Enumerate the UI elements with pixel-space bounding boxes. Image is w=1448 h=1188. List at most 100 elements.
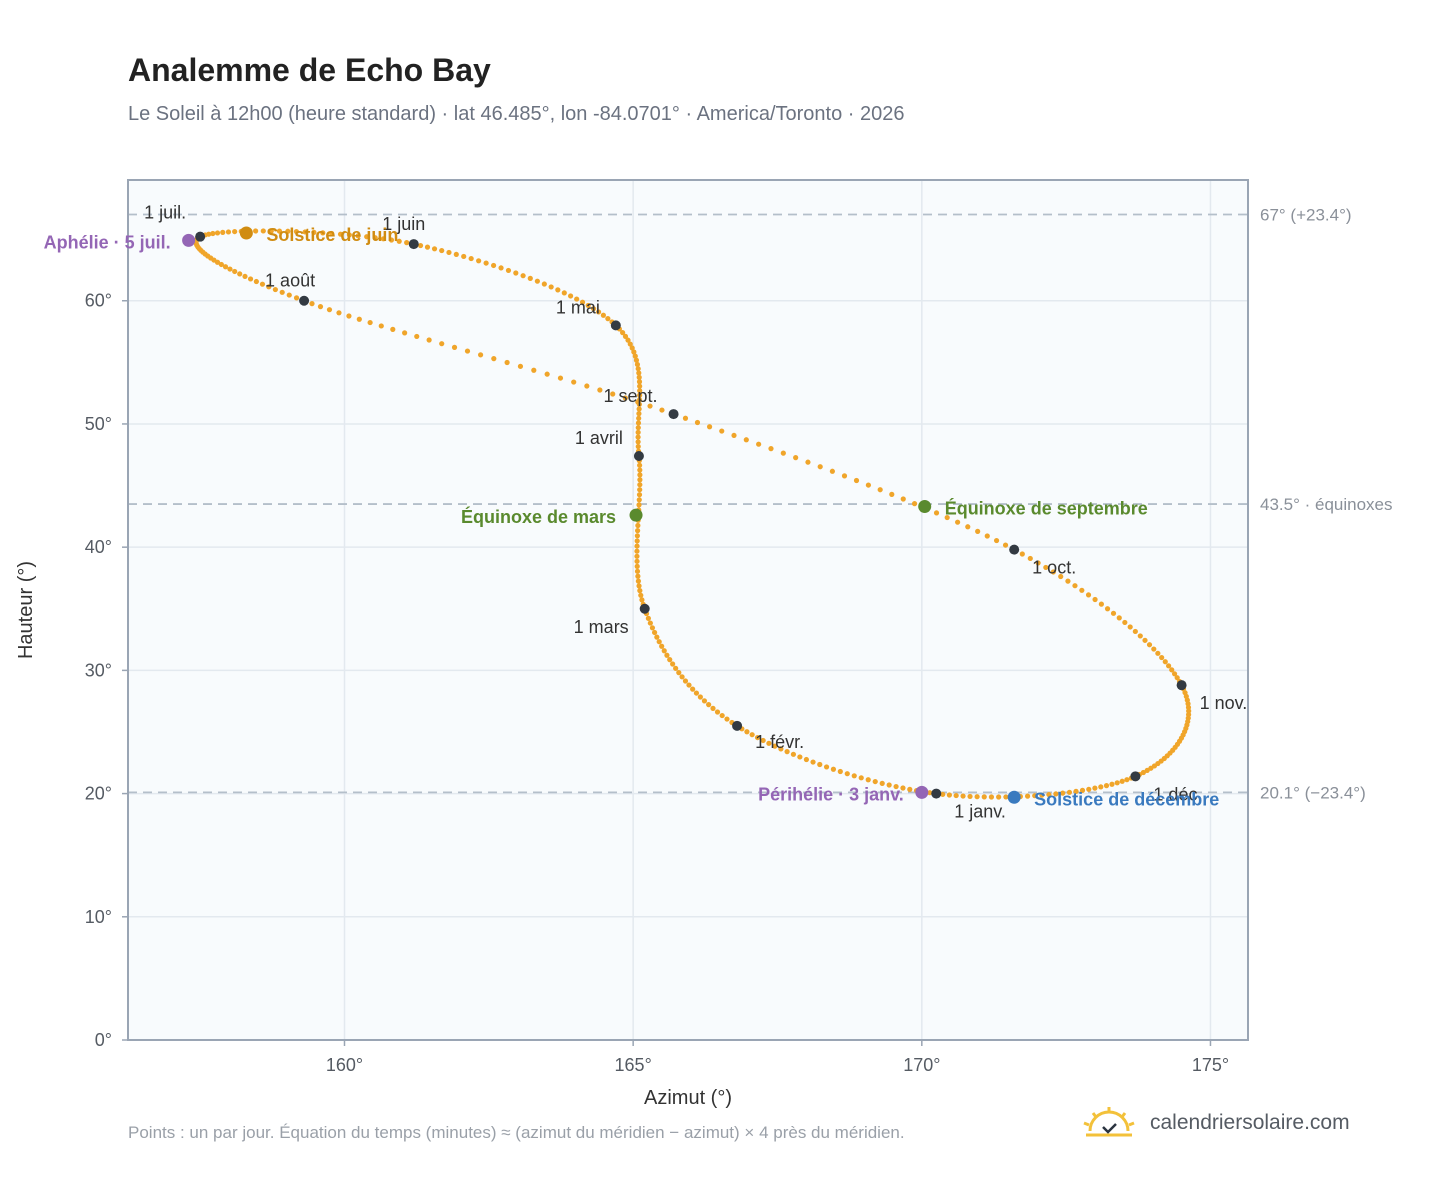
- daily-point: [276, 228, 283, 234]
- daily-point: [218, 261, 224, 268]
- daily-point: [743, 437, 749, 443]
- daily-point: [719, 712, 725, 719]
- daily-point: [1144, 767, 1150, 774]
- daily-point: [544, 371, 550, 377]
- daily-point: [1098, 601, 1104, 607]
- month-marker: [299, 295, 310, 306]
- month-label: 1 nov.: [1200, 693, 1248, 713]
- daily-point: [1137, 633, 1143, 639]
- event-marker: [1007, 790, 1021, 804]
- month-marker: [633, 450, 644, 461]
- daily-point: [749, 732, 755, 738]
- event-marker: [182, 233, 196, 247]
- month-markers: 1 janv. 1 févr. 1 mars 1 avril 1 mai 1 juin 1 …: [144, 203, 1247, 822]
- daily-point: [337, 231, 344, 237]
- daily-point: [1166, 663, 1172, 669]
- daily-point: [635, 522, 641, 529]
- month-label: 1 mai: [556, 297, 600, 317]
- daily-point: [636, 370, 642, 376]
- daily-point: [638, 592, 644, 598]
- daily-point: [706, 424, 713, 430]
- daily-point: [851, 773, 857, 779]
- daily-point: [967, 793, 973, 800]
- daily-point: [622, 395, 628, 401]
- daily-point: [780, 450, 786, 456]
- daily-point: [293, 295, 300, 301]
- daily-point: [1003, 794, 1009, 800]
- daily-point: [679, 674, 685, 680]
- daily-point: [1098, 784, 1104, 790]
- daily-point: [317, 304, 324, 310]
- daily-point: [1060, 790, 1066, 796]
- reference-label: 67° (+23.4°): [1260, 205, 1352, 224]
- daily-point: [772, 743, 778, 749]
- month-label: 1 avril: [575, 428, 623, 448]
- month-label: 1 juin: [382, 214, 425, 234]
- event-marker: [915, 785, 929, 799]
- daily-point: [227, 266, 233, 272]
- daily-point: [1079, 587, 1085, 593]
- daily-point: [534, 278, 540, 284]
- daily-point: [803, 756, 810, 763]
- daily-point: [996, 794, 1002, 800]
- daily-point: [596, 309, 602, 315]
- daily-point: [476, 258, 482, 264]
- x-tick-label: 175°: [1192, 1055, 1229, 1075]
- daily-point: [830, 766, 837, 772]
- daily-point: [597, 387, 603, 393]
- daily-point: [302, 229, 308, 235]
- daily-point: [817, 464, 823, 470]
- daily-point: [889, 491, 895, 497]
- daily-point: [634, 543, 640, 549]
- daily-point: [724, 716, 730, 722]
- daily-point: [329, 230, 335, 237]
- daily-point: [829, 468, 835, 474]
- daily-point: [1142, 637, 1148, 643]
- daily-point: [629, 345, 635, 351]
- daily-point: [426, 337, 432, 343]
- daily-point: [517, 363, 524, 369]
- daily-point: [659, 643, 665, 649]
- daily-point: [719, 428, 725, 434]
- daily-point: [402, 330, 408, 336]
- daily-point: [1104, 606, 1111, 612]
- chart-subtitle: Le Soleil à 12h00 (heure standard) · lat…: [128, 103, 905, 125]
- y-tick-label: 20°: [85, 784, 112, 804]
- daily-point: [1039, 792, 1045, 798]
- x-tick-label: 165°: [615, 1055, 652, 1075]
- daily-point: [714, 709, 721, 715]
- month-label: 1 déc.: [1153, 784, 1202, 804]
- daily-point: [632, 353, 638, 359]
- daily-point: [390, 326, 396, 332]
- daily-point: [309, 301, 315, 307]
- daily-point: [754, 734, 761, 741]
- plot-frame: [127, 179, 1249, 1041]
- daily-point: [446, 249, 452, 256]
- daily-point: [225, 229, 232, 235]
- event-marker: [629, 508, 643, 522]
- daily-point: [635, 434, 641, 440]
- daily-point: [285, 228, 291, 234]
- brand-logo[interactable]: calendriersolaire.com: [1082, 1103, 1350, 1143]
- daily-point: [531, 367, 537, 373]
- daily-point: [974, 794, 980, 800]
- daily-point: [637, 472, 643, 478]
- daily-point: [590, 306, 597, 312]
- daily-point: [793, 455, 799, 461]
- daily-point: [877, 487, 883, 493]
- daily-point: [635, 366, 641, 372]
- daily-point: [627, 341, 633, 347]
- daily-point: [858, 775, 864, 781]
- daily-point: [439, 247, 445, 254]
- grid-lines: [128, 180, 1248, 1040]
- daily-point: [844, 771, 850, 777]
- daily-point: [1119, 778, 1125, 784]
- month-marker: [1130, 771, 1141, 782]
- plot-area: [128, 180, 1248, 1040]
- daily-point: [1086, 786, 1092, 792]
- month-marker: [639, 603, 650, 614]
- daily-point: [491, 356, 497, 362]
- daily-point: [237, 271, 243, 277]
- daily-point: [346, 232, 352, 238]
- daily-point: [451, 344, 458, 350]
